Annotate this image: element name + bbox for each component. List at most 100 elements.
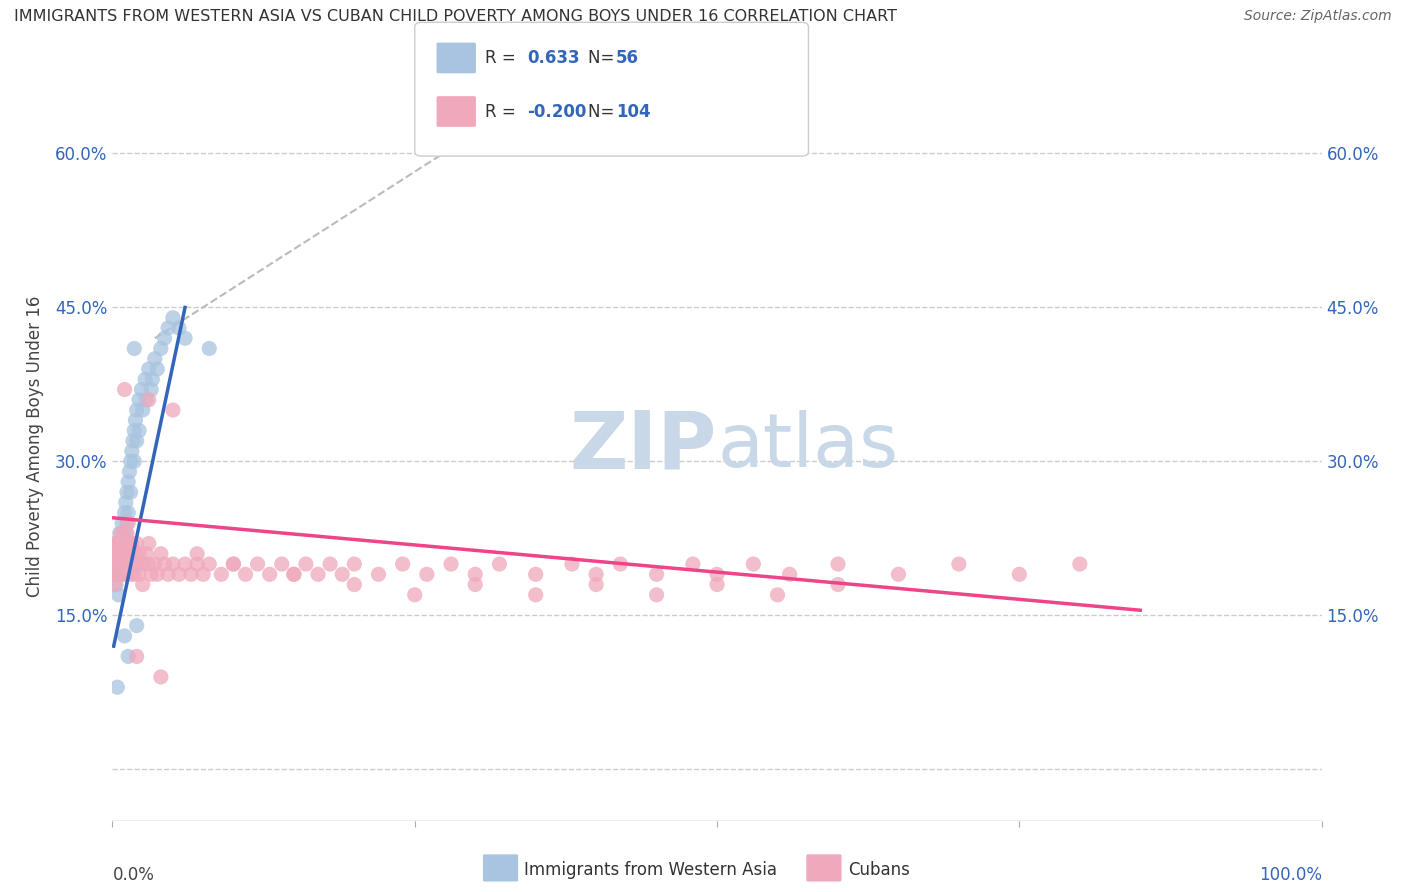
Point [141,383,163,397]
Point [645,567,668,582]
Text: -0.200: -0.200 [527,103,586,120]
Point [105,557,128,571]
Point [191,567,214,582]
Point [114,506,136,520]
Point [157,321,180,335]
Point [524,588,547,602]
Point [128,547,150,561]
Text: 100.0%: 100.0% [1258,865,1322,884]
Point [464,567,486,582]
Point [105,567,128,582]
Point [117,649,139,664]
Point [682,557,704,571]
Point [114,547,136,561]
Point [110,536,132,550]
Point [104,547,127,561]
Point [110,567,132,582]
Point [827,577,849,591]
Text: ZIP: ZIP [569,407,717,485]
Point [143,557,166,571]
Point [120,485,142,500]
Point [827,557,849,571]
Point [114,495,136,509]
Point [132,577,155,591]
Point [143,351,166,366]
Point [104,557,127,571]
Point [948,557,970,571]
Point [124,413,146,427]
Point [391,557,413,571]
Point [706,567,728,582]
Point [1008,567,1031,582]
Point [153,557,176,571]
Point [561,557,583,571]
Text: 56: 56 [616,49,638,67]
Text: R =: R = [485,49,522,67]
Point [111,557,134,571]
Point [343,577,366,591]
Point [107,547,129,561]
Point [488,557,510,571]
Point [162,310,184,325]
Point [114,526,136,541]
Point [524,567,547,582]
Point [111,557,134,571]
Point [105,557,128,571]
Point [108,536,131,550]
Point [367,567,389,582]
Point [141,372,163,386]
Point [167,321,190,335]
Point [122,567,145,582]
Point [103,536,125,550]
Point [110,547,132,561]
Point [125,403,148,417]
Text: R =: R = [485,103,522,120]
Point [115,547,138,561]
Point [114,536,136,550]
Point [464,577,486,591]
Point [118,536,141,550]
Point [132,403,155,417]
Point [138,392,160,407]
Text: Source: ZipAtlas.com: Source: ZipAtlas.com [1244,9,1392,23]
Point [125,557,148,571]
Point [307,567,329,582]
Point [105,536,128,550]
Point [105,680,128,694]
Point [146,362,169,376]
Point [157,567,180,582]
Point [107,588,129,602]
Point [141,567,163,582]
Point [149,342,172,356]
Point [122,557,145,571]
Point [128,424,150,438]
Text: IMMIGRANTS FROM WESTERN ASIA VS CUBAN CHILD POVERTY AMONG BOYS UNDER 16 CORRELAT: IMMIGRANTS FROM WESTERN ASIA VS CUBAN CH… [14,9,897,24]
Point [645,588,668,602]
Point [706,577,728,591]
Point [135,547,157,561]
Point [108,557,131,571]
Point [779,567,801,582]
Point [742,557,765,571]
Point [186,547,208,561]
Point [132,557,155,571]
Point [235,567,257,582]
Point [887,567,910,582]
Point [609,557,631,571]
Point [115,516,138,530]
Point [585,567,607,582]
Point [319,557,342,571]
Point [104,577,127,591]
Point [146,567,169,582]
Point [162,403,184,417]
Point [138,362,160,376]
Point [128,567,150,582]
Point [115,526,138,541]
Point [270,557,292,571]
Point [259,567,281,582]
Point [222,557,245,571]
Point [110,526,132,541]
Point [198,557,221,571]
Point [149,670,172,684]
Point [167,567,190,582]
